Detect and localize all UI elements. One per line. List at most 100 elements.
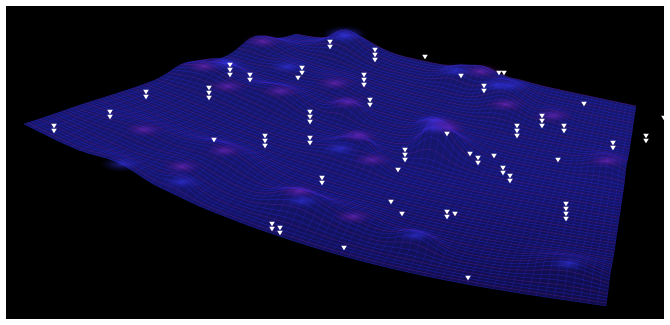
- down-triangle-icon: [514, 123, 520, 129]
- mesh-line: [78, 105, 613, 265]
- mesh-line: [527, 96, 593, 295]
- down-triangle-icon: [341, 245, 347, 251]
- down-triangle-icon: [367, 102, 373, 108]
- bump-glow: [336, 127, 381, 144]
- mesh-line: [132, 87, 619, 227]
- mesh-line: [82, 103, 613, 263]
- down-triangle-icon: [563, 211, 569, 217]
- 3d-viewport: [6, 6, 664, 319]
- down-triangle-icon: [514, 133, 520, 139]
- mesh-line: [142, 40, 369, 178]
- mesh-line: [297, 64, 462, 243]
- mesh-line: [120, 91, 617, 235]
- down-triangle-icon: [206, 95, 212, 101]
- mesh-line: [167, 72, 622, 201]
- mesh-line: [66, 109, 611, 272]
- down-triangle-icon: [262, 133, 268, 139]
- down-triangle-icon: [227, 62, 233, 68]
- mesh-line: [253, 36, 632, 138]
- down-triangle-icon: [299, 70, 305, 76]
- mesh-line: [191, 58, 625, 183]
- mesh-line: [199, 55, 404, 207]
- down-triangle-icon: [402, 157, 408, 163]
- down-triangle-icon: [539, 118, 545, 124]
- down-triangle-icon: [372, 52, 378, 58]
- down-triangle-icon: [269, 221, 275, 227]
- mesh-line: [207, 57, 408, 210]
- mesh-line: [175, 67, 623, 195]
- down-triangle-icon: [227, 72, 233, 78]
- bump-glow: [331, 208, 376, 225]
- bump-glow: [159, 173, 204, 190]
- down-triangle-icon: [327, 44, 333, 50]
- down-triangle-icon: [475, 155, 481, 161]
- wireframe-surface: [23, 25, 664, 307]
- mesh-line: [58, 112, 611, 277]
- down-triangle-icon: [307, 114, 313, 120]
- mesh-line: [183, 52, 394, 199]
- mesh-line: [89, 101, 614, 258]
- mesh-line: [605, 105, 637, 306]
- mesh-line: [134, 36, 365, 173]
- mesh-line: [63, 37, 321, 144]
- mesh-line: [43, 117, 609, 291]
- mesh-line: [432, 84, 540, 278]
- bump-glow: [474, 76, 519, 93]
- down-triangle-icon: [307, 109, 313, 115]
- down-triangle-icon: [51, 128, 57, 134]
- down-triangle-icon: [539, 123, 545, 129]
- mesh-line: [105, 96, 616, 247]
- mesh-line: [126, 31, 360, 168]
- down-triangle-icon: [507, 178, 513, 184]
- mesh-line: [71, 37, 326, 148]
- mesh-line: [117, 92, 617, 238]
- bump-glow: [122, 121, 167, 138]
- bump-glow: [160, 158, 205, 175]
- down-triangle-icon: [143, 89, 149, 95]
- down-triangle-icon: [444, 209, 450, 215]
- down-triangle-icon: [500, 170, 506, 176]
- down-triangle-icon: [206, 90, 212, 96]
- mesh-line: [187, 60, 625, 186]
- mesh-line: [97, 99, 615, 252]
- mesh-line: [171, 69, 623, 198]
- down-triangle-icon: [555, 157, 561, 163]
- down-triangle-icon: [262, 138, 268, 144]
- down-triangle-icon: [143, 94, 149, 100]
- down-triangle-icon: [402, 147, 408, 153]
- mesh-line: [492, 92, 574, 289]
- bump-glow: [531, 107, 576, 124]
- bump-glow: [585, 152, 630, 169]
- down-triangle-icon: [500, 165, 506, 171]
- bump-glow: [265, 58, 310, 75]
- mesh-line: [51, 114, 610, 284]
- down-triangle-icon: [444, 214, 450, 220]
- down-triangle-icon: [395, 167, 401, 173]
- mesh-line: [272, 37, 634, 124]
- mesh-line: [183, 61, 624, 189]
- down-triangle-icon: [51, 123, 57, 129]
- mesh-line: [150, 43, 374, 183]
- down-triangle-icon: [107, 109, 113, 115]
- bump-glow: [411, 120, 456, 137]
- mesh-line: [553, 99, 608, 299]
- down-triangle-icon: [643, 138, 649, 144]
- mesh-line: [215, 58, 413, 213]
- mesh-line: [119, 29, 355, 164]
- down-triangle-icon: [561, 128, 567, 134]
- down-triangle-icon: [277, 225, 283, 231]
- down-triangle-icon: [661, 115, 664, 121]
- mesh-line: [372, 75, 506, 265]
- mesh-line: [223, 59, 418, 217]
- mesh-line: [239, 61, 428, 223]
- down-triangle-icon: [319, 175, 325, 181]
- bump-glow: [280, 192, 325, 209]
- bump-glow: [205, 78, 250, 95]
- marker-layer: [51, 39, 664, 281]
- mesh-line: [249, 38, 631, 141]
- mesh-line: [74, 106, 612, 267]
- down-triangle-icon: [247, 77, 253, 83]
- mesh-line: [597, 104, 632, 305]
- down-triangle-icon: [277, 230, 283, 236]
- mesh-line: [109, 95, 616, 244]
